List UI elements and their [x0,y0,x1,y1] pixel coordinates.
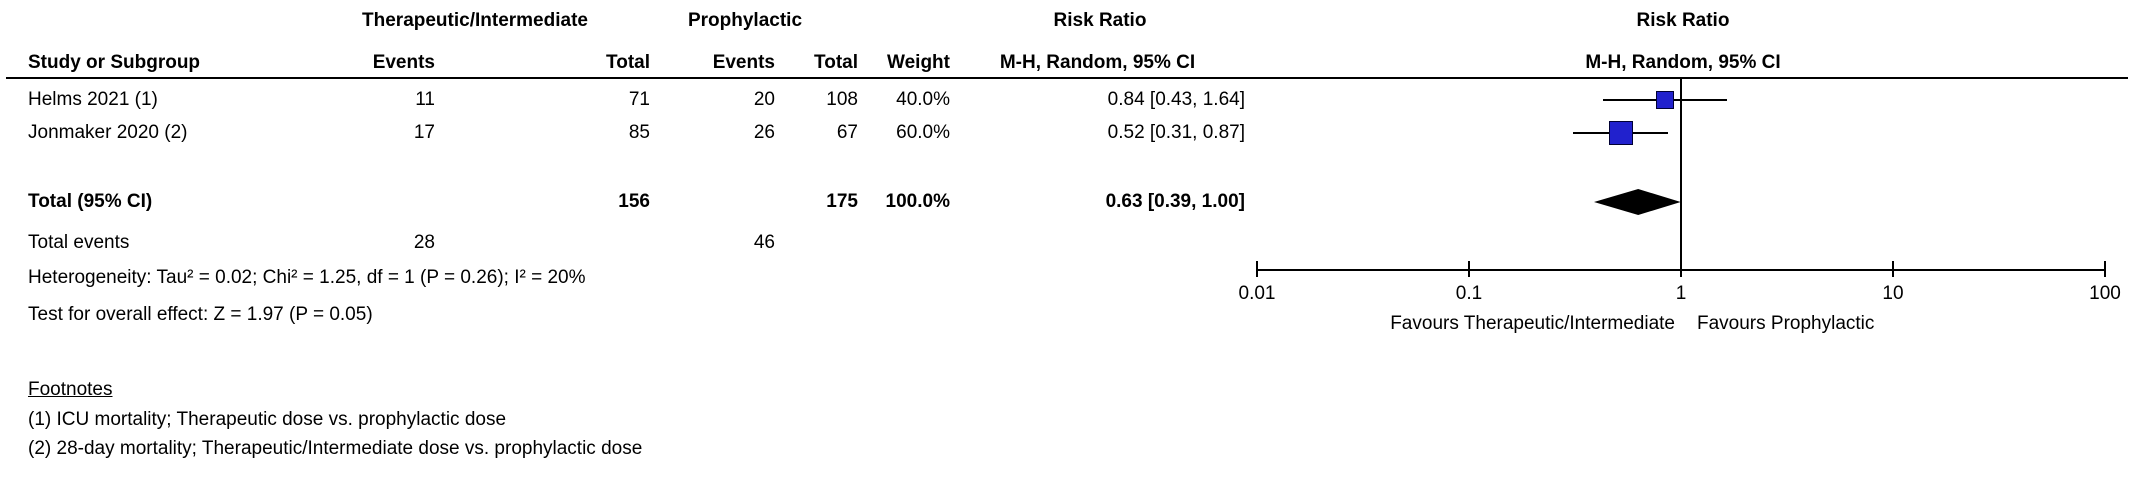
col-header-events2: Events [712,52,775,73]
study-events1: 17 [413,122,435,143]
total-label: Total (95% CI) [28,191,153,212]
study-total2: 108 [826,89,858,110]
study-weight: 60.0% [896,122,950,143]
effect-square [1655,91,1674,109]
axis-tick-label: 0.01 [1238,283,1276,304]
footnotes-title: Footnotes [28,379,113,400]
col-header-method: M-H, Random, 95% CI [999,52,1196,73]
axis-tick-label: 0.1 [1455,283,1483,304]
total-events-label: Total events [28,232,130,253]
study-events1: 11 [415,89,435,110]
study-total1: 85 [628,122,650,143]
col-header-events1: Events [372,52,435,73]
group-header-prophylactic: Prophylactic [687,10,803,31]
col-header-total1: Total [606,52,650,73]
total-events1: 28 [413,232,435,253]
study-weight: 40.0% [896,89,950,110]
total-events2: 46 [753,232,775,253]
axis-tick [1256,261,1258,277]
study-total1: 71 [628,89,650,110]
effect-square [1608,121,1633,145]
header-rule [6,77,2128,79]
total-total1: 156 [618,191,650,212]
axis-tick [1468,261,1470,277]
axis-tick [1680,261,1682,277]
effect-header-left: Risk Ratio [1053,10,1147,31]
study-events2: 26 [753,122,775,143]
col-header-study: Study or Subgroup [28,52,201,73]
total-total2: 175 [826,191,858,212]
total-diamond [1594,189,1681,215]
axis-tick-label: 1 [1675,283,1687,304]
effect-header-plot: Risk Ratio [1636,10,1730,31]
favours-right-label: Favours Prophylactic [1697,313,1875,334]
axis-tick [2104,261,2106,277]
study-ci-text: 0.52 [0.31, 0.87] [1107,122,1245,143]
axis-tick-label: 10 [1882,283,1904,304]
study-events2: 20 [753,89,775,110]
axis-tick-label: 100 [2089,283,2121,304]
axis-tick [1892,261,1894,277]
study-name: Helms 2021 (1) [28,89,158,110]
study-total2: 67 [836,122,858,143]
study-name: Jonmaker 2020 (2) [28,122,188,143]
overall-effect-text: Test for overall effect: Z = 1.97 (P = 0… [28,304,373,325]
null-effect-line [1680,79,1682,275]
heterogeneity-text: Heterogeneity: Tau² = 0.02; Chi² = 1.25,… [28,267,586,288]
total-ci-text: 0.63 [0.39, 1.00] [1105,191,1245,212]
col-header-weight: Weight [887,52,950,73]
footnote-item: (1) ICU mortality; Therapeutic dose vs. … [28,409,507,430]
col-header-method-plot: M-H, Random, 95% CI [1585,52,1781,73]
favours-left-label: Favours Therapeutic/Intermediate [1390,313,1675,334]
col-header-total2: Total [814,52,858,73]
total-weight: 100.0% [885,191,950,212]
footnote-item: (2) 28-day mortality; Therapeutic/Interm… [28,438,643,459]
group-header-therapeutic: Therapeutic/Intermediate [362,10,588,31]
study-ci-text: 0.84 [0.43, 1.64] [1107,89,1245,110]
